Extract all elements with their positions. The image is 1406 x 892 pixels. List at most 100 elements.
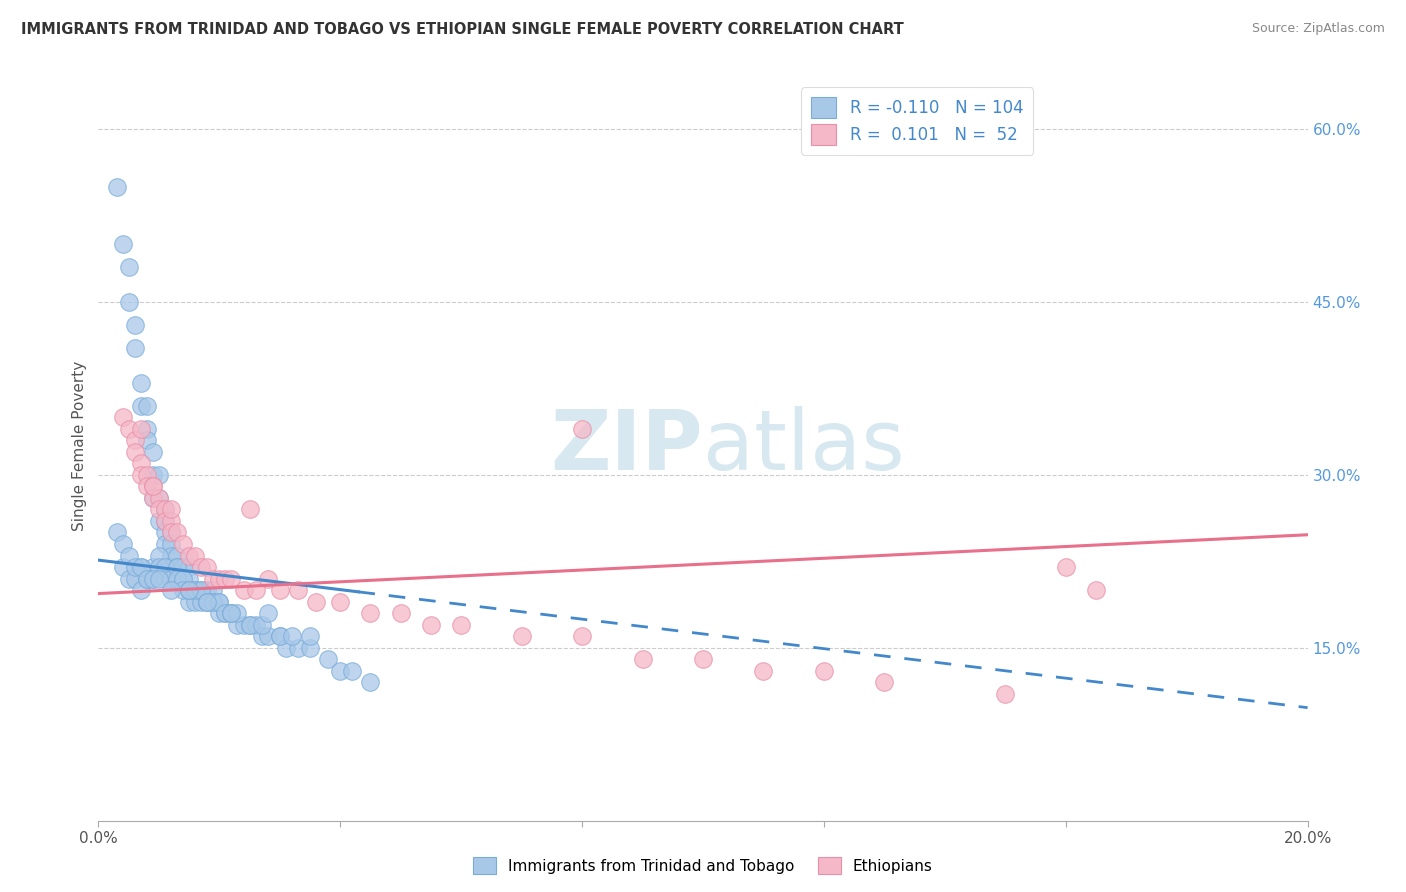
Point — [142, 467, 165, 482]
Point — [202, 572, 225, 586]
Point — [420, 617, 443, 632]
Point — [160, 572, 183, 586]
Point — [214, 606, 236, 620]
Y-axis label: Single Female Poverty: Single Female Poverty — [72, 361, 87, 531]
Point — [202, 583, 225, 598]
Point — [172, 560, 194, 574]
Point — [994, 687, 1017, 701]
Point — [142, 444, 165, 458]
Point — [360, 606, 382, 620]
Point — [202, 594, 225, 608]
Point — [184, 583, 207, 598]
Point — [631, 652, 654, 666]
Point — [179, 560, 201, 574]
Point — [221, 606, 243, 620]
Point — [166, 525, 188, 540]
Point — [153, 502, 176, 516]
Point — [129, 456, 152, 470]
Point — [299, 629, 322, 643]
Point — [269, 583, 291, 598]
Point — [195, 594, 218, 608]
Point — [389, 606, 412, 620]
Point — [142, 479, 165, 493]
Point — [148, 572, 170, 586]
Point — [153, 525, 176, 540]
Point — [190, 583, 212, 598]
Legend: Immigrants from Trinidad and Tobago, Ethiopians: Immigrants from Trinidad and Tobago, Eth… — [467, 851, 939, 880]
Point — [179, 572, 201, 586]
Point — [221, 606, 243, 620]
Point — [239, 502, 262, 516]
Point — [153, 537, 176, 551]
Point — [135, 399, 157, 413]
Point — [129, 376, 152, 390]
Point — [135, 572, 157, 586]
Point — [208, 594, 231, 608]
Point — [195, 560, 218, 574]
Point — [450, 617, 472, 632]
Point — [226, 606, 249, 620]
Point — [124, 572, 146, 586]
Point — [256, 629, 278, 643]
Point — [184, 583, 207, 598]
Point — [510, 629, 533, 643]
Point — [118, 294, 141, 309]
Point — [256, 572, 278, 586]
Point — [111, 537, 134, 551]
Point — [129, 422, 152, 436]
Point — [129, 583, 152, 598]
Point — [571, 629, 593, 643]
Point — [250, 629, 273, 643]
Point — [135, 479, 157, 493]
Point — [105, 179, 128, 194]
Point — [692, 652, 714, 666]
Point — [256, 606, 278, 620]
Point — [179, 583, 201, 598]
Point — [118, 260, 141, 275]
Point — [142, 479, 165, 493]
Point — [142, 572, 165, 586]
Point — [269, 629, 291, 643]
Point — [160, 502, 183, 516]
Point — [172, 583, 194, 598]
Point — [166, 560, 188, 574]
Point — [160, 514, 183, 528]
Point — [184, 594, 207, 608]
Point — [148, 502, 170, 516]
Point — [1085, 583, 1108, 598]
Point — [208, 606, 231, 620]
Point — [172, 572, 194, 586]
Point — [129, 560, 152, 574]
Point — [172, 537, 194, 551]
Point — [221, 572, 243, 586]
Point — [148, 514, 170, 528]
Point — [190, 583, 212, 598]
Point — [111, 410, 134, 425]
Point — [179, 583, 201, 598]
Point — [142, 572, 165, 586]
Point — [208, 594, 231, 608]
Point — [179, 594, 201, 608]
Point — [269, 629, 291, 643]
Point — [166, 572, 188, 586]
Point — [160, 549, 183, 563]
Point — [105, 525, 128, 540]
Point — [135, 572, 157, 586]
Point — [813, 664, 835, 678]
Point — [135, 434, 157, 448]
Point — [287, 640, 309, 655]
Point — [129, 467, 152, 482]
Point — [148, 467, 170, 482]
Point — [873, 675, 896, 690]
Point — [342, 664, 364, 678]
Point — [208, 572, 231, 586]
Point — [190, 594, 212, 608]
Point — [214, 606, 236, 620]
Point — [202, 594, 225, 608]
Point — [135, 422, 157, 436]
Point — [245, 617, 267, 632]
Point — [124, 318, 146, 332]
Point — [179, 549, 201, 563]
Point — [329, 664, 352, 678]
Point — [124, 444, 146, 458]
